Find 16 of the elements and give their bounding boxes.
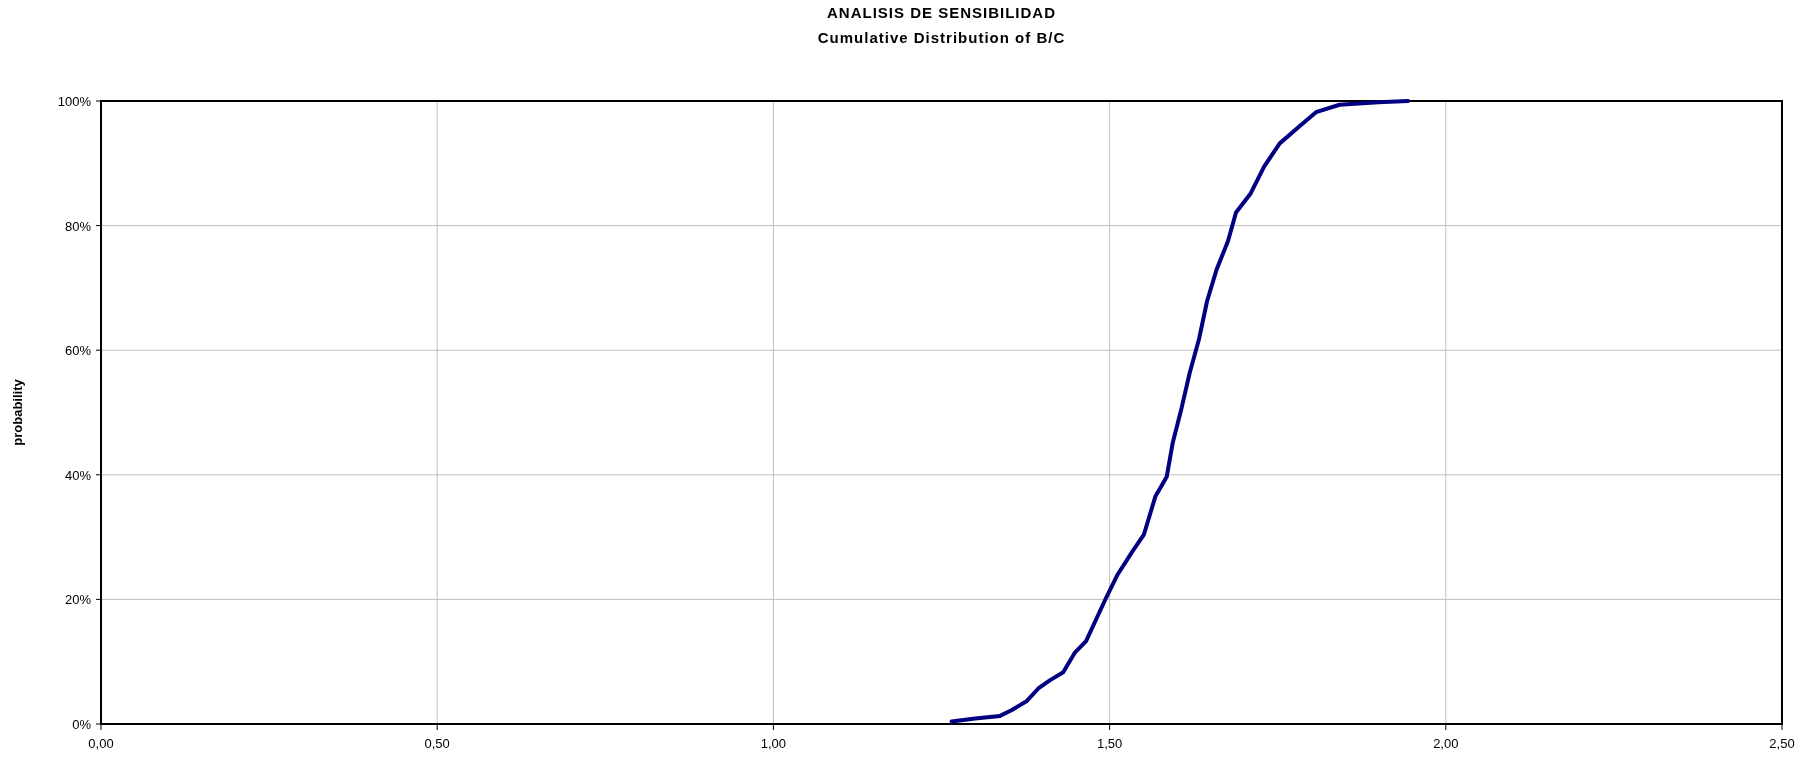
y-tick-label: 80%: [64, 218, 92, 234]
x-tick-label: 2,00: [1433, 736, 1459, 751]
line-series: [949, 99, 1411, 724]
y-axis-title: probability: [10, 378, 25, 446]
y-tick-label: 100%: [57, 94, 92, 109]
x-tick-label: 0,00: [88, 736, 114, 751]
x-tick-label: 1,50: [1096, 736, 1123, 751]
chart-subtitle: Cumulative Distribution of B/C: [817, 29, 1066, 46]
x-tick-label: 0,50: [424, 736, 450, 751]
x-tick-label: 2,50: [1769, 736, 1795, 751]
y-tick-label: 0%: [72, 717, 92, 732]
chart-title: ANALISIS DE SENSIBILIDAD: [826, 4, 1057, 21]
y-tick-label: 20%: [64, 592, 92, 608]
x-tick-label: 1,00: [760, 736, 787, 751]
y-tick-label: 60%: [64, 343, 92, 359]
y-tick-label: 40%: [64, 467, 92, 483]
